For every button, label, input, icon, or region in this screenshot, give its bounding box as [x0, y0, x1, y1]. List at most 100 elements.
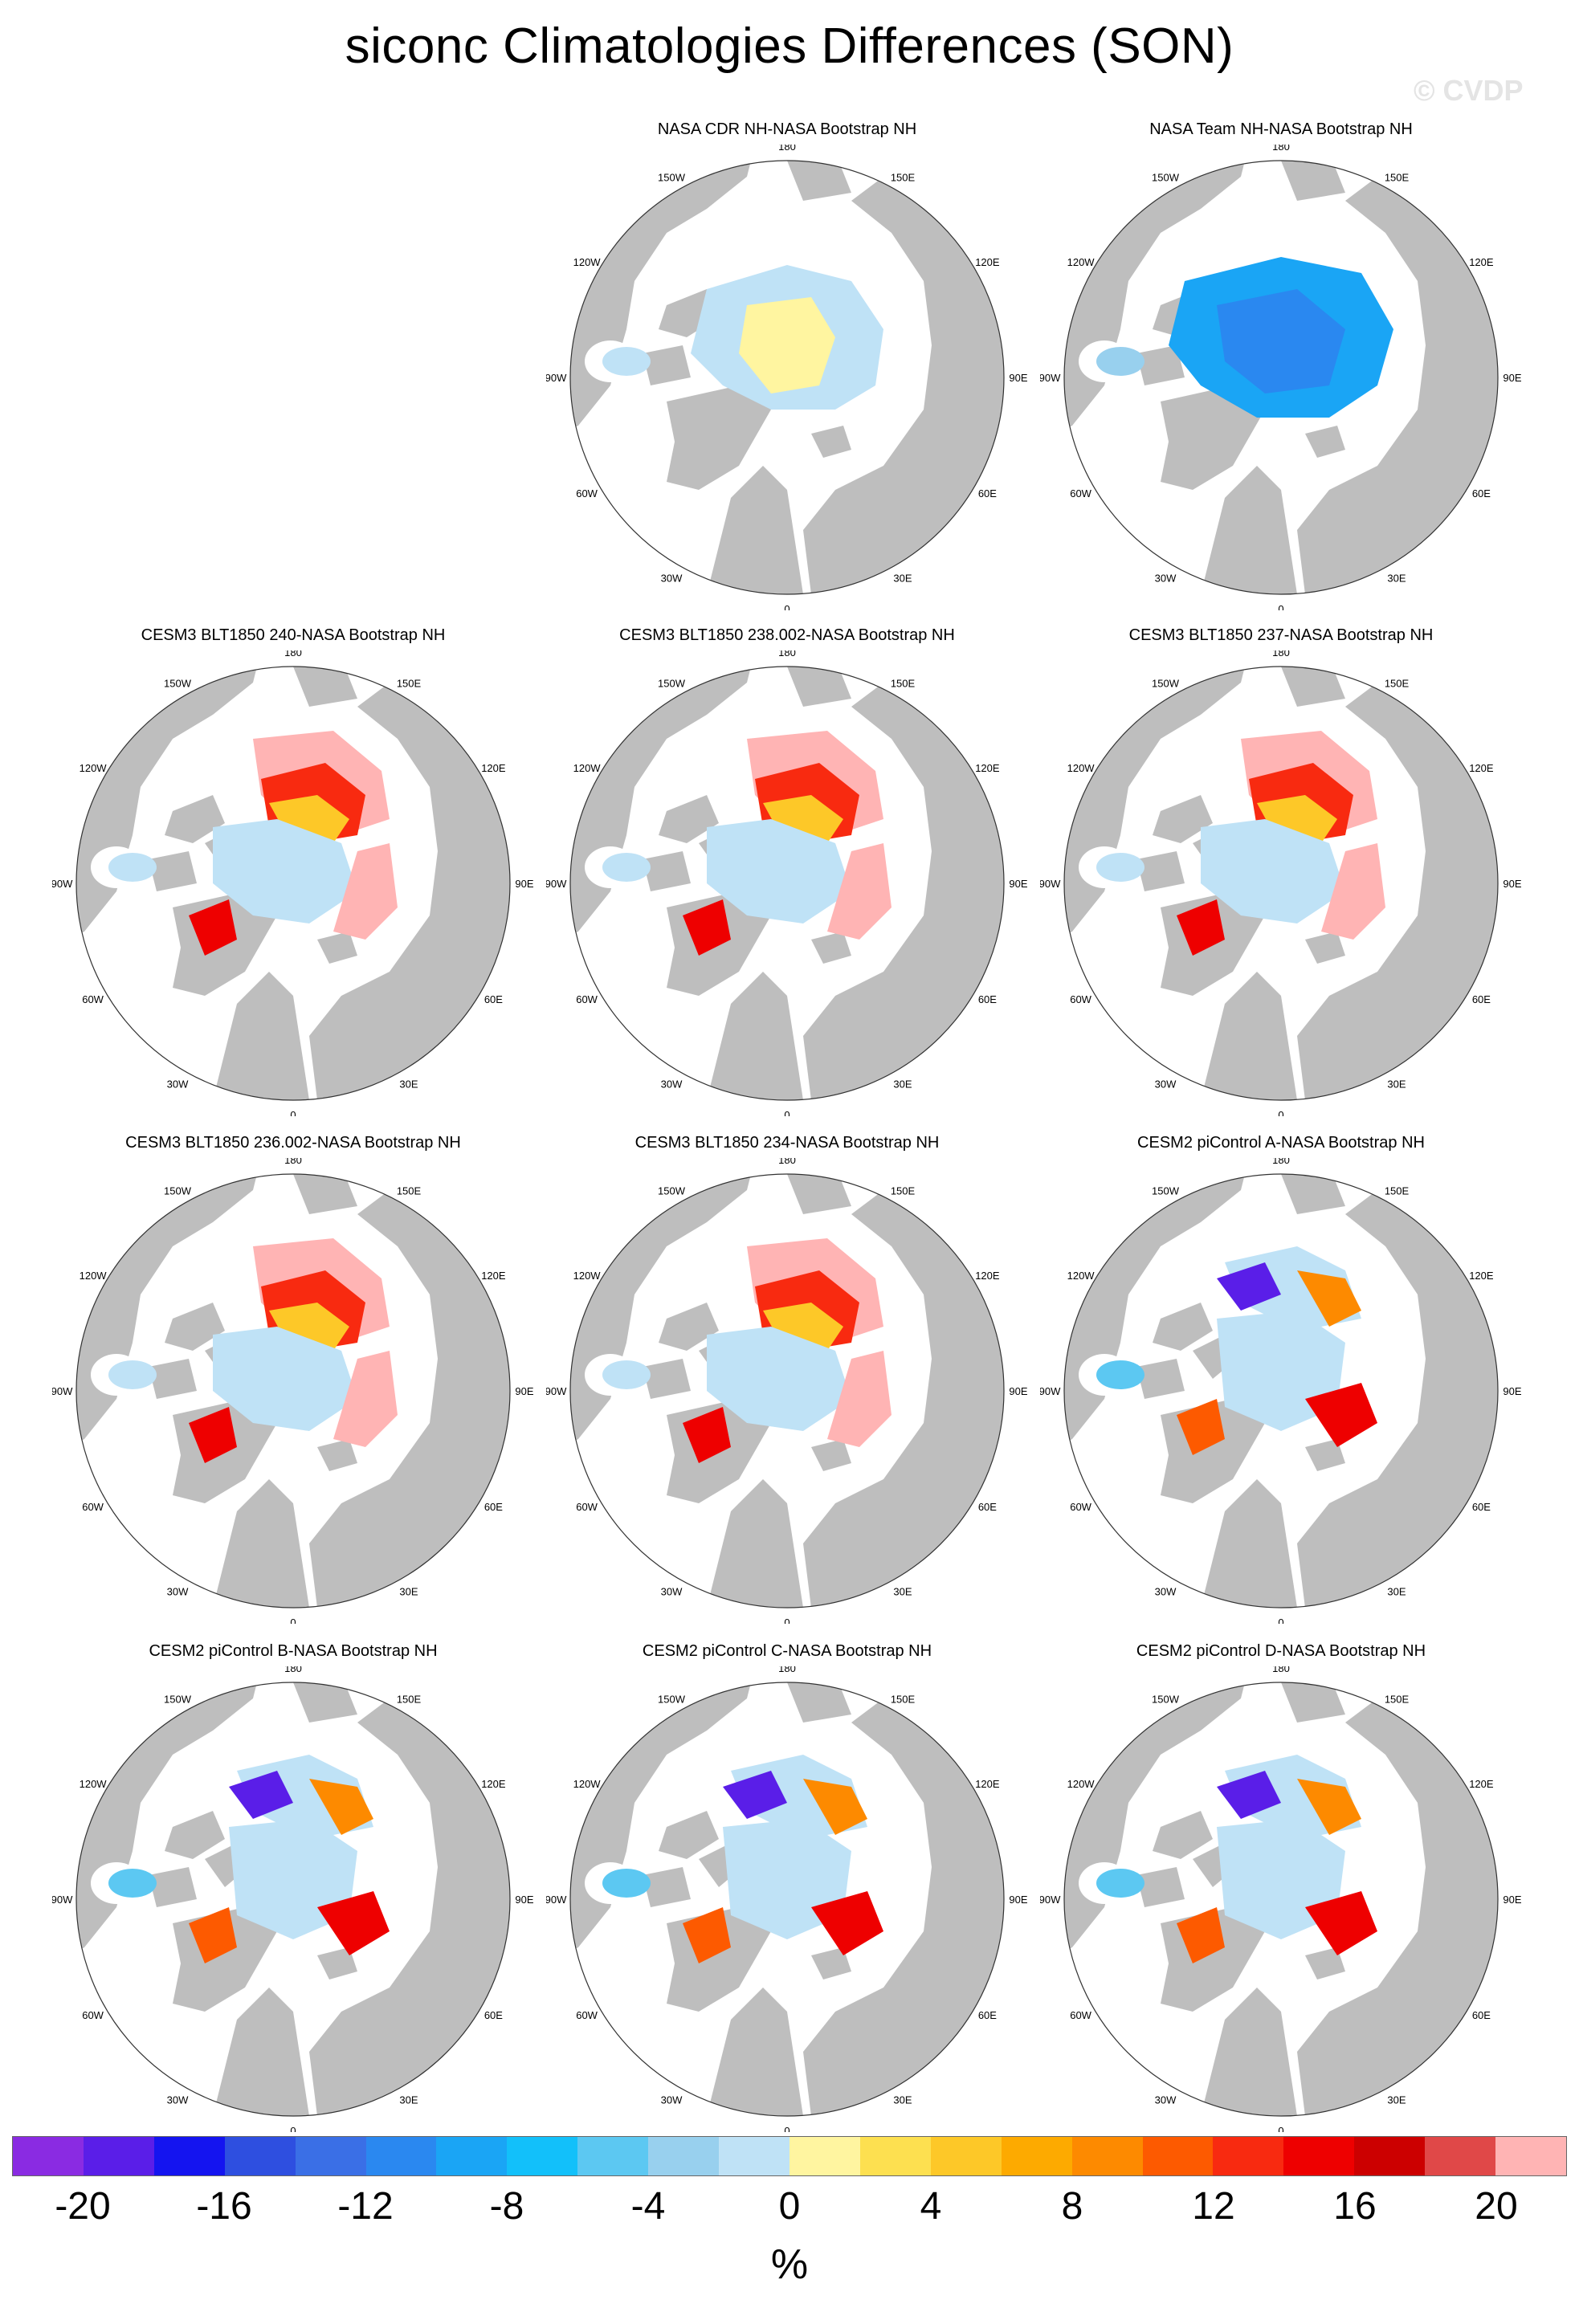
longitude-label: 150W [164, 1185, 192, 1197]
longitude-label: 150W [658, 678, 686, 690]
longitude-label: 180 [778, 1158, 796, 1166]
longitude-label: 90E [1009, 372, 1027, 384]
longitude-label: 30E [1387, 1585, 1406, 1597]
colorbar-box [648, 2137, 720, 2175]
colorbar-box [1354, 2137, 1426, 2175]
panel-title: NASA Team NH-NASA Bootstrap NH [1149, 120, 1413, 138]
longitude-label: 30W [661, 1585, 683, 1597]
ice-diff-hudson [1096, 1360, 1144, 1389]
land-scandinavia [707, 1479, 803, 1608]
land-scandinavia [707, 1988, 803, 2116]
longitude-label: 150E [397, 678, 422, 690]
longitude-label: 120E [975, 1778, 1000, 1790]
longitude-label: 0 [784, 2125, 790, 2132]
map-panel: NASA CDR NH-NASA Bootstrap NH 180 150E 120E… [546, 120, 1028, 610]
panel-title: CESM3 BLT1850 238.002-NASA Bootstrap NH [619, 626, 955, 644]
longitude-label: 90E [1503, 878, 1521, 890]
longitude-label: 30W [1155, 1585, 1177, 1597]
polar-map: 180 150E 120E 90E 60E 30E 0 30W 60W 90W 120W 150W [1040, 145, 1522, 610]
longitude-label: 150E [1385, 678, 1410, 690]
land-svalbard [811, 426, 851, 458]
ice-diff-hudson [108, 853, 157, 882]
ice-diff-light-blue [707, 1327, 851, 1431]
colorbar-box [13, 2137, 84, 2175]
longitude-label: 30W [661, 572, 683, 584]
longitude-label: 90W [546, 1385, 567, 1397]
colorbar-tick-label: 16 [1333, 2185, 1377, 2228]
longitude-label: 150E [1385, 1185, 1410, 1197]
map-border [75, 1682, 511, 2117]
ice-diff-red [1305, 1891, 1377, 1955]
colorbar-box [153, 2137, 225, 2175]
ice-diff-hudson [602, 1869, 651, 1898]
land-svalbard [317, 1947, 357, 1979]
colorbar-box [930, 2137, 1002, 2175]
longitude-label: 60W [1070, 1501, 1091, 1513]
colorbar-box [859, 2137, 931, 2175]
longitude-label: 120W [1067, 762, 1096, 774]
panel-title: CESM2 piControl D-NASA Bootstrap NH [1136, 1642, 1426, 1660]
colorbar-tick-label: 20 [1475, 2185, 1518, 2228]
longitude-label: 0 [784, 603, 790, 610]
map-panel: NASA Team NH-NASA Bootstrap NH 180 150E 120… [1040, 120, 1522, 610]
map-content [570, 1174, 1004, 1608]
ice-diff-hudson [108, 1869, 157, 1898]
longitude-label: 60E [1472, 2009, 1491, 2021]
polar-map: 180 150E 120E 90E 60E 30E 0 30W 60W 90W 120W 150W [52, 1158, 534, 1624]
land-svalbard [1305, 426, 1345, 458]
land-scandinavia [1201, 1988, 1297, 2116]
longitude-label: 60W [576, 993, 598, 1005]
longitude-label: 30E [1387, 1078, 1406, 1090]
longitude-label: 180 [284, 1158, 302, 1166]
longitude-label: 180 [1272, 1666, 1290, 1674]
watermark: © CVDP [1414, 74, 1524, 107]
map-content [76, 667, 510, 1100]
colorbar-tick-label: -16 [196, 2185, 252, 2228]
map-border [75, 1173, 511, 1608]
polar-map: 180 150E 120E 90E 60E 30E 0 30W 60W 90W 120W 150W [546, 650, 1028, 1116]
ice-diff-red [1305, 1383, 1377, 1447]
longitude-label: 150E [891, 172, 916, 184]
longitude-label: 120E [1469, 1778, 1494, 1790]
polar-map: 180 150E 120E 90E 60E 30E 0 30W 60W 90W 120W 150W [546, 1666, 1028, 2132]
ice-diff-orange-greenland [189, 1907, 237, 1963]
colorbar-box [719, 2137, 790, 2175]
map-content [76, 1682, 510, 2116]
land-scandinavia [1201, 466, 1297, 594]
land-scandinavia [213, 1479, 309, 1608]
ice-diff-pink-barents [333, 843, 398, 940]
longitude-label: 180 [284, 650, 302, 658]
land-archipelago-1 [165, 795, 225, 843]
longitude-label: 90E [515, 1894, 533, 1906]
ice-diff-purple [1217, 1771, 1281, 1819]
land-scandinavia [1201, 1479, 1297, 1608]
longitude-label: 60E [1472, 1501, 1491, 1513]
ice-diff-deep-blue [1217, 289, 1345, 393]
ice-diff-pink-barents [827, 843, 892, 940]
panel-title: CESM3 BLT1850 236.002-NASA Bootstrap NH [125, 1134, 461, 1152]
longitude-label: 60W [82, 2009, 104, 2021]
longitude-label: 0 [784, 1109, 790, 1116]
longitude-label: 60W [1070, 487, 1091, 499]
longitude-label: 120W [80, 1270, 108, 1282]
longitude-label: 180 [778, 145, 796, 153]
ice-diff-orange [309, 1779, 373, 1835]
colorbar-box [83, 2137, 154, 2175]
ice-diff-orange-greenland [1177, 1399, 1225, 1455]
ice-diff-orange-greenland [1177, 1907, 1225, 1963]
colorbar-unit: % [770, 2241, 809, 2288]
map-content [76, 1174, 510, 1608]
ice-diff-purple [1217, 1262, 1281, 1311]
colorbar-box [577, 2137, 649, 2175]
longitude-label: 60W [82, 993, 104, 1005]
longitude-label: 90W [1040, 878, 1061, 890]
longitude-label: 60E [978, 2009, 997, 2021]
land-eurasia [309, 1698, 510, 2116]
map-content [1064, 1174, 1498, 1608]
panel-title: CESM2 piControl B-NASA Bootstrap NH [149, 1642, 438, 1660]
ice-diff-hudson [1096, 853, 1144, 882]
land-eurasia [1297, 683, 1498, 1100]
longitude-label: 120E [1469, 1270, 1494, 1282]
longitude-label: 120W [573, 1270, 602, 1282]
ice-diff-red-greenland [189, 1407, 237, 1463]
